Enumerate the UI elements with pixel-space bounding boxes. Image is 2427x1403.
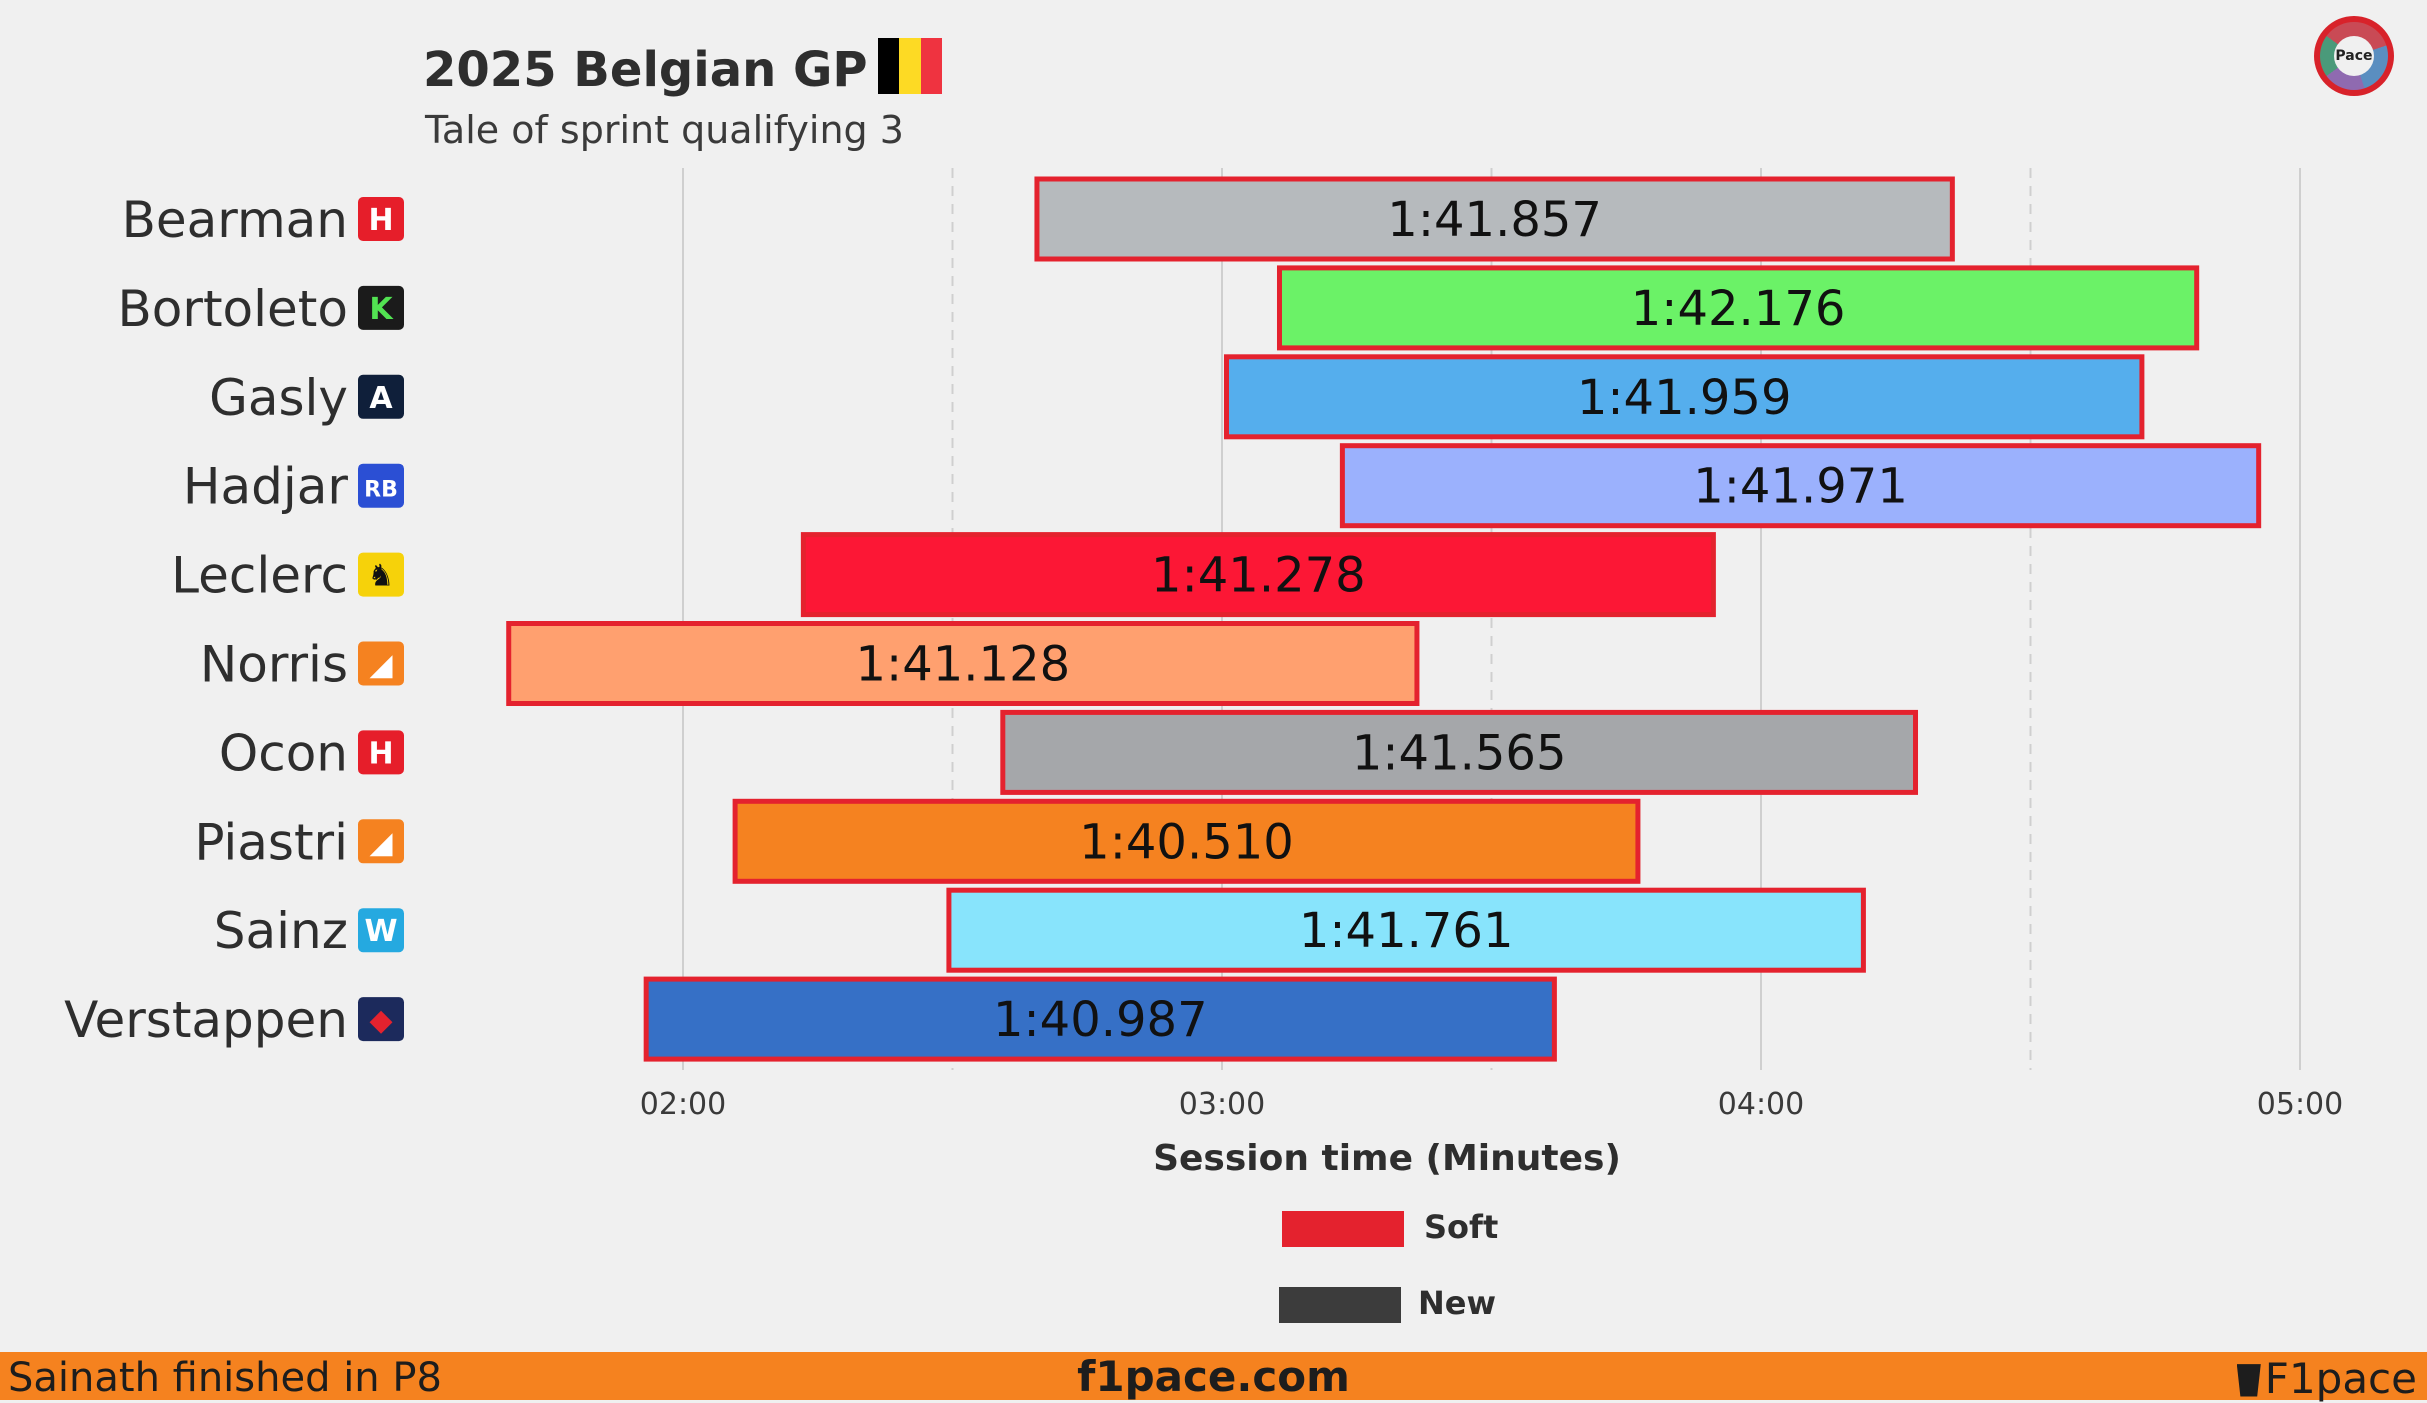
- driver-label-hadjar: Hadjar: [183, 458, 349, 516]
- svg-text:H: H: [368, 203, 393, 238]
- lap-bar-ocon: [1000, 709, 1919, 795]
- driver-label-bortoleto: Bortoleto: [118, 280, 349, 338]
- driver-label-verstappen: Verstappen: [64, 991, 348, 1049]
- lap-time-label: 1:41.857: [1387, 192, 1602, 248]
- racing-bulls-icon: RB: [358, 463, 404, 508]
- svg-text:A: A: [369, 381, 393, 416]
- svg-text:K: K: [369, 292, 394, 327]
- logo-text: Pace: [2334, 36, 2374, 76]
- driver-label-norris: Norris: [200, 636, 348, 694]
- svg-text:♞: ♞: [368, 559, 395, 594]
- lap-time-label: 1:41.959: [1577, 370, 1792, 426]
- lap-time-label: 1:40.987: [993, 992, 1208, 1048]
- x-tick-label: 04:00: [1718, 1087, 1804, 1122]
- x-tick-label: 02:00: [640, 1087, 726, 1122]
- lap-bar-hadjar: [1339, 443, 2262, 529]
- lap-bar-verstappen: [643, 976, 1557, 1062]
- svg-text:◆: ◆: [369, 1003, 392, 1038]
- red-bull-icon: ◆: [358, 997, 404, 1042]
- alpine-icon: A: [358, 374, 404, 419]
- lap-bar-bortoleto: [1276, 265, 2200, 351]
- lap-time-label: 1:41.278: [1151, 548, 1366, 604]
- x-tick-label: 03:00: [1179, 1087, 1265, 1122]
- lap-time-label: 1:41.128: [855, 637, 1070, 693]
- lap-bar-sainz: [946, 887, 1866, 973]
- legend-swatch-new: [1279, 1287, 1401, 1323]
- lap-bar-norris: [506, 621, 1420, 706]
- svg-text:W: W: [364, 914, 397, 949]
- lap-time-label: 1:41.761: [1299, 903, 1514, 959]
- footer-brand-label: F1pace: [2264, 1354, 2417, 1403]
- belgium-flag-icon: [878, 38, 942, 94]
- lap-bar-gasly: [1223, 354, 2145, 440]
- williams-icon: W: [358, 908, 404, 953]
- footer-brand: F1pace: [2236, 1354, 2417, 1403]
- driver-label-piastri: Piastri: [194, 813, 348, 871]
- driver-label-leclerc: Leclerc: [171, 547, 348, 605]
- pace-logo-icon: Pace: [2314, 16, 2394, 96]
- lap-time-label: 1:42.176: [1631, 281, 1846, 337]
- lap-time-label: 1:40.510: [1079, 814, 1294, 870]
- haas-icon: H: [358, 730, 404, 775]
- svg-text:◢: ◢: [369, 825, 392, 860]
- svg-text:RB: RB: [364, 478, 398, 503]
- lap-time-label: 1:41.565: [1352, 725, 1567, 781]
- lap-bar-piastri: [732, 798, 1641, 884]
- lap-bar-leclerc: [800, 532, 1716, 618]
- footer-finish-text: Sainath finished in P8: [8, 1355, 442, 1401]
- x-axis-label: Session time (Minutes): [1153, 1138, 1621, 1179]
- driver-label-ocon: Ocon: [219, 724, 348, 782]
- legend-swatch-soft: [1282, 1211, 1404, 1247]
- footer-bar: Sainath finished in P8 f1pace.com F1pace: [0, 1352, 2427, 1403]
- svg-text:◢: ◢: [369, 648, 392, 683]
- mclaren-icon: ◢: [358, 819, 404, 864]
- mclaren-icon: ◢: [358, 641, 404, 686]
- svg-text:H: H: [368, 736, 393, 771]
- chart-title: 2025 Belgian GP: [423, 42, 868, 98]
- haas-icon: H: [358, 197, 404, 241]
- x-tick-label: 05:00: [2257, 1087, 2343, 1122]
- ferrari-icon: ♞: [358, 552, 404, 597]
- driver-label-sainz: Sainz: [214, 902, 348, 960]
- chart-subtitle: Tale of sprint qualifying 3: [425, 108, 904, 152]
- lap-time-label: 1:41.971: [1693, 459, 1908, 515]
- legend-label-soft: Soft: [1424, 1208, 1499, 1246]
- lap-bar-bearman: [1034, 176, 1955, 262]
- driver-label-bearman: Bearman: [122, 191, 348, 249]
- cup-icon: [2236, 1364, 2261, 1397]
- driver-label-gasly: Gasly: [209, 369, 348, 427]
- sauber-icon: K: [358, 285, 404, 330]
- session-timeline-chart: 02:00 03:00 04:00 05:00 Session time (Minute…: [64, 168, 2343, 1179]
- legend-label-new: New: [1418, 1284, 1497, 1322]
- footer-website-link[interactable]: f1pace.com: [1077, 1352, 1350, 1401]
